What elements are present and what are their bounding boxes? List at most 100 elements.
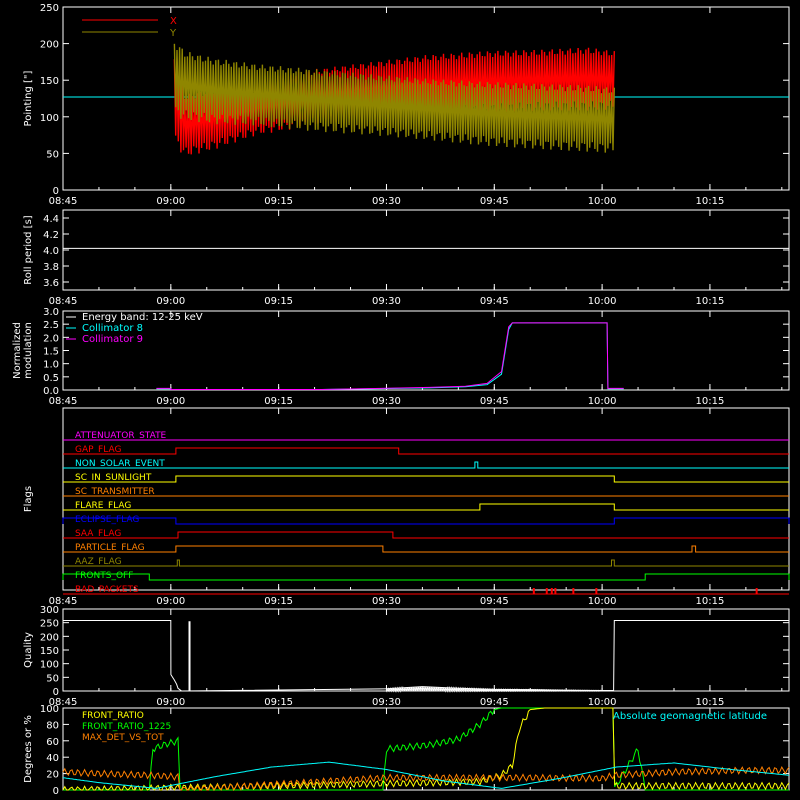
- legend-label: Collimator 9: [82, 334, 143, 345]
- legend-label: Collimator 8: [82, 323, 143, 334]
- y-axis-label: Normalized: [12, 322, 23, 379]
- y-tick-label: 3.8: [43, 262, 59, 273]
- plot-frame: [62, 407, 790, 591]
- y-tick-label: 150: [40, 76, 59, 87]
- x-tick-label: 10:15: [696, 296, 725, 307]
- x-tick-label: 10:15: [696, 596, 725, 607]
- y-tick-label: 0: [53, 786, 59, 797]
- y-tick-label: 50: [46, 673, 59, 684]
- flag-label: ATTENUATOR_STATE: [75, 431, 167, 441]
- y-tick-label: 4.4: [43, 214, 59, 225]
- annotation-label: Absolute geomagnetic latitude: [613, 711, 767, 722]
- y-tick-label: 4.0: [43, 246, 59, 257]
- x-tick-label: 10:00: [588, 697, 617, 708]
- modulation-series-collimator-9: [156, 322, 624, 390]
- y-tick-label: 0.0: [43, 386, 59, 397]
- y-tick-label: 2.0: [43, 333, 59, 344]
- legend-label: FRONT_RATIO: [82, 711, 144, 721]
- y-tick-label: 1.5: [43, 347, 59, 358]
- flag-line: [63, 545, 789, 553]
- y-tick-label: 200: [40, 40, 59, 51]
- x-tick-label: 09:00: [156, 396, 185, 407]
- y-tick-label: 3.6: [43, 278, 59, 289]
- y-axis-label: Flags: [23, 486, 34, 512]
- x-tick-label: 09:15: [264, 296, 293, 307]
- y-tick-label: 2.5: [43, 320, 59, 331]
- x-tick-label: 09:15: [264, 396, 293, 407]
- degrees-series-absolute-geomagnetic-latitude: [62, 761, 790, 789]
- x-tick-label: 09:45: [480, 596, 509, 607]
- flag-line: [63, 475, 789, 483]
- flag-line: [63, 531, 789, 539]
- x-tick-label: 09:00: [156, 296, 185, 307]
- x-tick-label: 09:15: [264, 697, 293, 708]
- x-tick-label: 09:15: [264, 196, 293, 207]
- legend-label: MAX_DET_VS_TOT: [82, 733, 164, 743]
- x-tick-label: 09:45: [480, 396, 509, 407]
- flag-label: GAP_FLAG: [75, 445, 121, 455]
- plot-frame: [62, 707, 790, 791]
- x-tick-label: 08:45: [49, 596, 78, 607]
- flag-label: SC_TRANSMITTER: [75, 487, 155, 497]
- y-tick-label: 80: [46, 720, 59, 731]
- x-tick-label: 10:00: [588, 296, 617, 307]
- x-tick-label: 10:00: [588, 596, 617, 607]
- flag-label: ECLIPSE_FLAG: [75, 515, 139, 525]
- modulation-panel: 08:45 09:00 09:15 09:30 09:45 10:00 10:15 0.0 0.…: [12, 307, 790, 407]
- x-tick-label: 09:30: [372, 596, 401, 607]
- y-tick-label: 0: [53, 186, 59, 197]
- y-tick-label: 4.2: [43, 230, 59, 241]
- x-tick-label: 09:00: [156, 196, 185, 207]
- quality-fill: [386, 685, 603, 693]
- y-axis-label: Degrees or %: [23, 715, 34, 783]
- pointing-series-y: [173, 43, 615, 153]
- legend-label: FRONT_RATIO_1225: [82, 722, 171, 732]
- y-tick-label: 40: [46, 753, 59, 764]
- y-tick-label: 150: [40, 646, 59, 657]
- y-axis-label: Quality: [23, 632, 34, 668]
- x-tick-label: 08:45: [49, 697, 78, 708]
- roll-panel: 08:45 09:00 09:15 09:30 09:45 10:00 10:15 3.6 3.…: [23, 209, 790, 307]
- y-tick-label: 20: [46, 770, 59, 781]
- flag-label: FLARE_FLAG: [75, 501, 131, 511]
- y-tick-label: 100: [40, 704, 59, 715]
- legend-label: Energy band: 12-25 keV: [82, 312, 203, 323]
- x-tick-label: 09:30: [372, 296, 401, 307]
- y-tick-label: 1.0: [43, 360, 59, 371]
- y-tick-label: 3.0: [43, 307, 59, 318]
- x-tick-label: 09:00: [156, 697, 185, 708]
- legend-label: X: [170, 16, 177, 27]
- degrees-series-front-ratio: [62, 707, 790, 792]
- x-tick-label: 10:15: [696, 396, 725, 407]
- flags-panel: 08:45 09:00 09:15 09:30 09:45 10:00 10:15 Flags…: [23, 407, 790, 607]
- y-tick-label: 100: [40, 660, 59, 671]
- legend-label: Y: [169, 28, 177, 39]
- flag-line: [63, 503, 789, 511]
- plot-frame: [62, 6, 790, 191]
- degrees-series-max-det-vs-tot: [62, 765, 790, 791]
- flag-label: BAD_PACKETS: [75, 585, 139, 595]
- flag-line: [62, 517, 790, 525]
- x-tick-label: 09:45: [480, 697, 509, 708]
- x-tick-label: 08:45: [49, 196, 78, 207]
- x-tick-label: 10:15: [696, 697, 725, 708]
- flag-label: SAA_FLAG: [75, 529, 121, 539]
- flag-line: [63, 559, 789, 567]
- y-tick-label: 250: [40, 3, 59, 14]
- x-tick-label: 10:15: [696, 196, 725, 207]
- x-tick-label: 10:00: [588, 396, 617, 407]
- x-tick-label: 09:00: [156, 596, 185, 607]
- x-tick-label: 09:45: [480, 196, 509, 207]
- y-tick-label: 0.5: [43, 373, 59, 384]
- y-tick-label: 300: [40, 605, 59, 616]
- y-axis-label: modulation: [23, 322, 34, 379]
- y-axis-label: Roll period [s]: [23, 215, 34, 284]
- x-tick-label: 09:30: [372, 196, 401, 207]
- y-tick-label: 250: [40, 619, 59, 630]
- x-tick-label: 09:45: [480, 296, 509, 307]
- y-tick-label: 50: [46, 149, 59, 160]
- y-tick-label: 200: [40, 632, 59, 643]
- y-axis-label: Pointing ["]: [23, 70, 34, 126]
